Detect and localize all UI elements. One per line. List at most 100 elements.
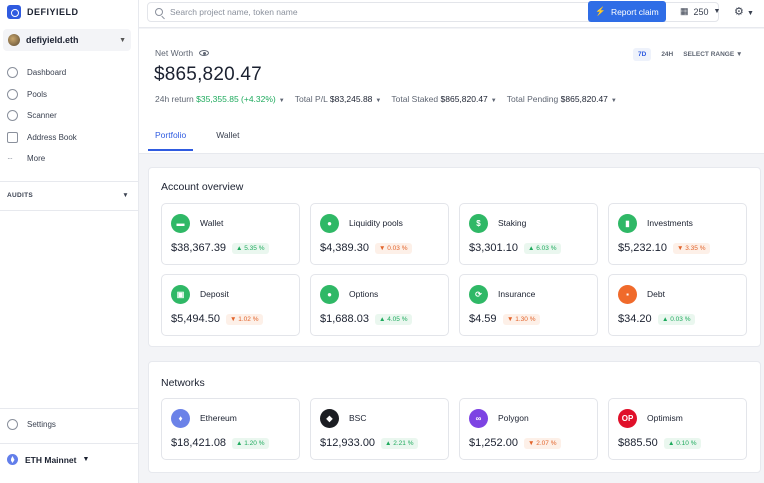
sidebar-item-more[interactable]: ··· More [0, 148, 138, 170]
card-value: $885.50 [618, 437, 658, 449]
sidebar-item-dashboard[interactable]: Dashboard [0, 62, 138, 84]
card-polygon[interactable]: ∞ Polygon $1,252.00 ▼ 2.07 % [459, 398, 598, 460]
arrow-up-icon: ▲ [662, 316, 671, 323]
change-badge: ▲ 0.03 % [658, 314, 695, 325]
avatar [8, 34, 20, 46]
change-badge: ▲ 0.10 % [664, 438, 701, 449]
insurance-icon: ⟳ [469, 285, 488, 304]
card-value: $34.20 [618, 313, 652, 325]
settings-menu[interactable]: ⚙ ▼ [734, 5, 754, 18]
sidebar-item-label: Scanner [27, 111, 57, 121]
stat-24h-return[interactable]: 24h return $35,355.85 (+4.32%) ▼ [155, 94, 285, 104]
stat-label: 24h return [155, 94, 194, 104]
range-select[interactable]: SELECT RANGE ▼ [683, 51, 742, 58]
networks-section: Networks ♦ Ethereum $18,421.08 ▲ 1.20 % ◆ BSC… [148, 361, 761, 473]
chevron-down-icon: ▼ [278, 98, 285, 104]
arrow-up-icon: ▲ [668, 440, 677, 447]
logo[interactable]: DEFIYIELD [7, 5, 79, 19]
gear-icon [7, 419, 18, 430]
range-select-label: SELECT RANGE [683, 51, 735, 58]
range-selector: 7D 24H SELECT RANGE ▼ [633, 48, 742, 61]
points-dropdown[interactable]: ▦ 250 ▼ [680, 6, 720, 17]
change-badge: ▲ 6.03 % [524, 243, 561, 254]
card-name: Insurance [498, 289, 536, 299]
chevron-down-icon: ▼ [746, 10, 754, 17]
tab-portfolio[interactable]: Portfolio [148, 126, 194, 151]
card-name: Wallet [200, 218, 224, 228]
stat-total-pl[interactable]: Total P/L $83,245.88 ▼ [295, 94, 382, 104]
audits-toggle[interactable]: AUDITS ▼ [7, 192, 129, 199]
stats-row: 24h return $35,355.85 (+4.32%) ▼ Total P/… [155, 94, 617, 104]
deposit-icon: ▣ [171, 285, 190, 304]
change-badge: ▼ 3.35 % [673, 243, 710, 254]
card-name: Polygon [498, 413, 529, 423]
change-badge: ▲ 2.21 % [381, 438, 418, 449]
arrow-down-icon: ▼ [528, 440, 537, 447]
search-input[interactable]: Search project name, token name [147, 2, 719, 22]
report-claim-button[interactable]: ⚡ Report claim [588, 1, 666, 22]
range-24h[interactable]: 24H [661, 51, 674, 58]
net-worth-label-text: Net Worth [155, 48, 194, 58]
change-badge: ▼ 0.03 % [375, 243, 412, 254]
card-options[interactable]: ● Options $1,688.03 ▲ 4.05 % [310, 274, 449, 336]
card-value: $1,688.03 [320, 313, 369, 325]
net-worth-value: $865,820.47 [154, 64, 262, 85]
chevron-down-icon: ▼ [735, 51, 743, 58]
card-debt[interactable]: ▪ Debt $34.20 ▲ 0.03 % [608, 274, 747, 336]
network-selector[interactable]: ETH Mainnet ▼ [7, 454, 89, 465]
stat-value: $83,245.88 [329, 94, 373, 104]
gear-icon: ⚙ [734, 6, 744, 18]
stat-value: $35,355.85 (+4.32%) [196, 94, 276, 104]
pools-icon [7, 88, 18, 100]
wallet-name: defiyield.eth [26, 35, 79, 45]
ethereum-icon: ♦ [171, 409, 190, 428]
investments-icon: ▮ [618, 214, 637, 233]
card-bsc[interactable]: ◆ BSC $12,933.00 ▲ 2.21 % [310, 398, 449, 460]
card-staking[interactable]: $ Staking $3,301.10 ▲ 6.03 % [459, 203, 598, 265]
card-name: Liquidity pools [349, 218, 403, 228]
card-ethereum[interactable]: ♦ Ethereum $18,421.08 ▲ 1.20 % [161, 398, 300, 460]
card-optimism[interactable]: OP Optimism $885.50 ▲ 0.10 % [608, 398, 747, 460]
tab-wallet[interactable]: Wallet [216, 130, 240, 140]
card-name: Debt [647, 289, 665, 299]
card-name: Staking [498, 218, 527, 228]
section-title: Account overview [161, 181, 244, 193]
change-value: 0.03 % [387, 245, 408, 252]
logo-text: DEFIYIELD [27, 7, 79, 17]
logo-icon [7, 5, 21, 19]
change-badge: ▲ 1.20 % [232, 438, 269, 449]
search-placeholder: Search project name, token name [170, 7, 298, 17]
more-icon: ··· [7, 154, 13, 164]
range-7d[interactable]: 7D [633, 48, 652, 61]
eye-icon[interactable] [199, 50, 210, 56]
report-claim-label: Report claim [610, 6, 659, 17]
sidebar-item-scanner[interactable]: Scanner [0, 105, 138, 127]
change-badge: ▲ 5.35 % [232, 243, 269, 254]
card-deposit[interactable]: ▣ Deposit $5,494.50 ▼ 1.02 % [161, 274, 300, 336]
sidebar-item-settings[interactable]: Settings [7, 419, 56, 430]
search-icon [155, 8, 163, 16]
change-value: 2.07 % [536, 440, 557, 447]
chevron-down-icon: ▼ [119, 36, 126, 44]
wallet-selector[interactable]: defiyield.eth ▼ [3, 29, 131, 51]
card-investments[interactable]: ▮ Investments $5,232.10 ▼ 3.35 % [608, 203, 747, 265]
change-badge: ▲ 4.05 % [375, 314, 412, 325]
stat-total-staked[interactable]: Total Staked $865,820.47 ▼ [391, 94, 496, 104]
card-name: BSC [349, 413, 367, 423]
arrow-up-icon: ▲ [528, 245, 537, 252]
divider [0, 210, 138, 211]
card-wallet[interactable]: ▬ Wallet $38,367.39 ▲ 5.35 % [161, 203, 300, 265]
card-insurance[interactable]: ⟳ Insurance $4.59 ▼ 1.30 % [459, 274, 598, 336]
change-value: 2.21 % [393, 440, 414, 447]
change-value: 6.03 % [536, 245, 557, 252]
sidebar-item-pools[interactable]: Pools [0, 84, 138, 106]
chevron-down-icon: ▼ [375, 98, 382, 104]
stat-total-pending[interactable]: Total Pending $865,820.47 ▼ [507, 94, 617, 104]
chevron-down-icon: ▼ [122, 192, 129, 199]
scanner-icon [7, 110, 18, 122]
card-liquidity-pools[interactable]: ● Liquidity pools $4,389.30 ▼ 0.03 % [310, 203, 449, 265]
chevron-down-icon: ▼ [82, 456, 90, 463]
sidebar-item-address-book[interactable]: Address Book [0, 127, 138, 149]
card-name: Investments [647, 218, 693, 228]
